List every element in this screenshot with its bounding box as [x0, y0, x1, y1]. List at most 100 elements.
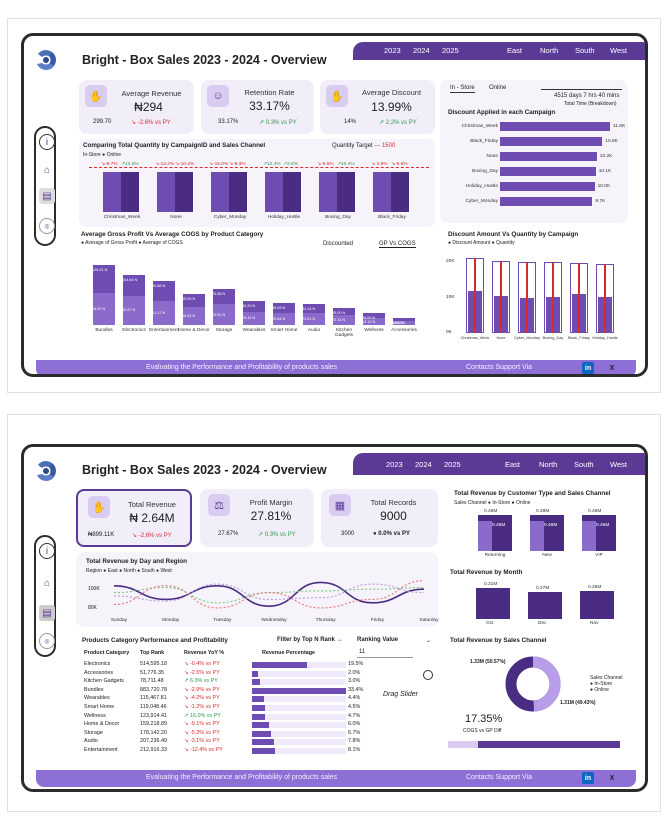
day-label: Thursday	[315, 618, 336, 623]
cust-title: Total Revenue by Customer Type and Sales…	[454, 490, 611, 497]
kpi-change: ↘ -2.6% vs PY	[131, 120, 171, 126]
badge-icon[interactable]: ◎	[39, 218, 55, 234]
linkedin-icon[interactable]: in	[582, 362, 594, 374]
x-icon[interactable]: X	[609, 364, 615, 372]
cust-legend: Sales Channel ● In-Store ● Online	[454, 500, 531, 506]
row-revenue: 78,711.48	[140, 678, 164, 685]
row-yoy: ↘ -9.1% vs PY	[184, 721, 220, 728]
row-pct-bar	[252, 687, 346, 694]
discount-bar-label: Cyber_Monday	[465, 199, 498, 204]
cogs-value: 17.35%	[465, 713, 503, 725]
row-pct-bar	[252, 705, 265, 711]
toggle-online[interactable]: Online	[489, 85, 507, 91]
year-2023[interactable]: 2023	[384, 46, 401, 55]
tab-discounted[interactable]: Discounted	[323, 241, 354, 247]
gp-value-label: 126.21 N	[92, 267, 108, 272]
region-west[interactable]: West	[610, 460, 627, 469]
donut-slice-online	[532, 656, 561, 712]
kpi-avg-discount: ✋ Average Discount 13.99% 14% ↗ 2.2% vs …	[320, 80, 435, 134]
region-north[interactable]: North	[539, 460, 558, 469]
drag-slider-label: Drag Slider	[383, 691, 419, 698]
badge-icon[interactable]: ◎	[39, 633, 55, 649]
money-hand-icon: ✋	[88, 496, 110, 518]
kpi-change: ↗ 0.3% vs PY	[259, 120, 297, 126]
region-south[interactable]: South	[575, 46, 595, 55]
year-2025[interactable]: 2025	[444, 460, 461, 469]
row-revenue: 119,048.46	[140, 704, 167, 710]
donut-chart	[505, 656, 561, 712]
region-north[interactable]: North	[540, 46, 559, 55]
home-icon[interactable]: ⌂	[43, 164, 51, 176]
cust-category-label: New	[542, 553, 552, 558]
kpi-change: ↗ 2.2% vs PY	[379, 120, 417, 126]
discount-bar-label: None	[486, 154, 498, 159]
user-icon: ☺	[207, 85, 229, 107]
gp-category-label: Audio	[307, 328, 321, 333]
discount-panel: In - Store Online 4515 days 7 hrs 40 min…	[440, 80, 628, 223]
bar-cogs	[243, 311, 265, 325]
gp-value-label: 75.88 N	[212, 291, 226, 296]
row-pct-bg	[252, 696, 346, 703]
badge-online: ↘-10.4%	[175, 162, 195, 167]
bar-online	[121, 172, 139, 212]
row-category: Wellness	[84, 712, 106, 719]
target-label: Quantity Target --- 1500	[332, 143, 396, 149]
year-2024[interactable]: 2024	[415, 460, 432, 469]
info-icon[interactable]: i	[39, 543, 55, 559]
bar-instore	[319, 172, 337, 212]
gp-value-label: 65.00 N	[182, 296, 196, 301]
kpi-prev: 299.70	[93, 119, 112, 125]
year-2024[interactable]: 2024	[413, 46, 430, 55]
quantity-marker	[578, 262, 580, 333]
row-pct-bg	[252, 713, 346, 720]
region-east[interactable]: East	[507, 46, 523, 55]
row-pct: 6.7%	[348, 729, 361, 736]
ranking-dropdown-icon[interactable]: ⌄	[426, 638, 432, 644]
slider-handle[interactable]	[423, 670, 433, 680]
home-icon[interactable]: ⌂	[43, 577, 51, 589]
region-east[interactable]: East	[505, 460, 521, 469]
money-hand-icon: ✋	[85, 85, 107, 107]
kpi-value: 33.17%	[249, 99, 290, 113]
row-pct: 3.0%	[348, 678, 361, 685]
header-rank: Top Rank	[140, 650, 165, 656]
row-category: Accessories	[84, 669, 114, 676]
side-nav: i ⌂ ▤ ◎	[34, 126, 56, 246]
year-2025[interactable]: 2025	[442, 46, 459, 55]
bar-cogs	[393, 320, 415, 325]
report-icon[interactable]: ▤	[39, 605, 55, 621]
month-value-label: 0.28M	[588, 585, 602, 590]
line-series-north	[113, 586, 425, 604]
line-title: Total Revenue by Day and Region	[86, 558, 188, 565]
y-tick-20k: 20K	[446, 259, 455, 264]
row-pct: 33.4%	[348, 686, 364, 693]
bar-instore	[103, 172, 121, 212]
row-pct: 6.0%	[348, 721, 361, 728]
row-pct-bar	[252, 739, 274, 746]
kpi-prev: 33.17%	[218, 119, 239, 125]
row-pct-bg	[252, 739, 346, 746]
report-icon[interactable]: ▤	[39, 188, 55, 204]
region-south[interactable]: South	[574, 460, 594, 469]
quantity-marker	[526, 262, 528, 333]
tab-gp-vs-cogs[interactable]: GP Vs COGS	[379, 241, 416, 248]
info-icon[interactable]: i	[39, 134, 55, 150]
row-pct-bar	[252, 670, 258, 677]
gp-value-label: 25.00 N	[362, 316, 376, 320]
row-yoy: ↘ -12.4% vs PY	[184, 747, 223, 753]
bar-cogs	[363, 318, 385, 325]
discount-bar-value: 10.1K	[598, 169, 612, 174]
campaign-label: Christmas_Week	[103, 215, 141, 220]
year-2023[interactable]: 2023	[386, 460, 403, 469]
ranking-label: Ranking Value	[357, 637, 399, 643]
ranking-input[interactable]: 11	[357, 647, 413, 658]
region-west[interactable]: West	[610, 46, 627, 55]
row-yoy: ↘ -1.2% vs PY	[184, 704, 220, 710]
bar-cogs	[93, 292, 115, 325]
discount-bar-label: Black_Friday	[470, 139, 498, 144]
row-pct-bg	[252, 679, 346, 686]
campaign-title: Comparing Total Quantity by CampaignID a…	[83, 142, 266, 149]
toggle-instore[interactable]: In - Store	[450, 85, 475, 93]
x-icon[interactable]: X	[609, 774, 615, 782]
linkedin-icon[interactable]: in	[582, 772, 594, 784]
